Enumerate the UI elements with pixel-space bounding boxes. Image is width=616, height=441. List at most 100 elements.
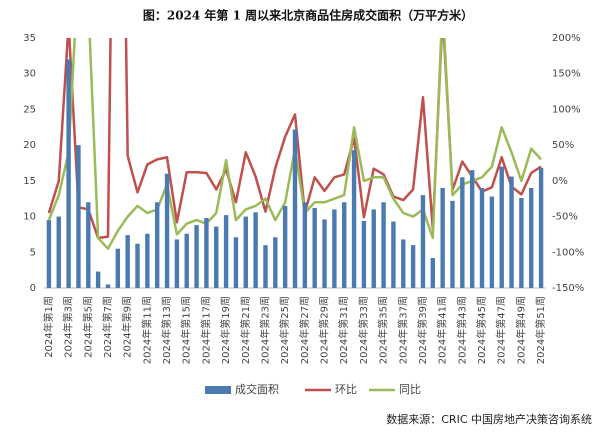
y-tick-label: 20 <box>23 140 36 151</box>
bar <box>223 215 229 288</box>
bar <box>46 220 52 288</box>
bar <box>263 245 268 288</box>
y2-tick-label: 50% <box>552 140 574 151</box>
bar <box>460 177 465 288</box>
bar <box>253 212 258 288</box>
bar <box>489 196 495 288</box>
bar <box>292 129 298 288</box>
bar <box>95 271 101 288</box>
bar <box>371 209 376 288</box>
bar <box>164 173 170 288</box>
bar <box>519 198 524 288</box>
y2-tick-label: 0% <box>552 176 568 187</box>
x-tick-label: 2024年第39周 <box>416 296 429 364</box>
y-tick-label: 35 <box>23 33 36 44</box>
x-tick-label: 2024年第1周 <box>42 296 55 358</box>
bar <box>361 220 367 288</box>
bar <box>401 239 406 288</box>
x-tick-label: 2024年第21周 <box>239 296 252 364</box>
y-tick-label: 0 <box>30 283 36 294</box>
x-tick-label: 2024年第3周 <box>62 296 75 358</box>
y-tick-label: 10 <box>23 212 36 223</box>
bar <box>174 239 180 288</box>
legend-label: 成交面积 <box>235 382 279 396</box>
legend-label: 同比 <box>399 383 421 396</box>
bar <box>184 233 189 288</box>
y-tick-label: 30 <box>23 69 36 80</box>
x-tick-label: 2024年第15周 <box>180 296 193 364</box>
y2-tick-label: -100% <box>552 247 584 258</box>
x-tick-label: 2024年第5周 <box>81 296 94 358</box>
bar <box>243 216 248 288</box>
y2-tick-label: 150% <box>552 69 581 80</box>
bar <box>499 166 504 288</box>
bar <box>105 284 111 288</box>
bar <box>76 145 81 288</box>
bar <box>420 195 426 288</box>
bar <box>115 248 121 288</box>
bar <box>282 205 288 288</box>
y-tick-label: 5 <box>30 247 36 258</box>
bar <box>204 218 209 288</box>
y-tick-label: 15 <box>23 176 36 187</box>
x-tick-label: 2024年第47周 <box>495 296 508 364</box>
x-tick-label: 2024年第43周 <box>455 296 468 364</box>
y2-tick-label: 100% <box>552 104 581 115</box>
legend-swatch <box>205 386 231 394</box>
chart-title: 图：2024 年第 1 周以来北京商品住房成交面积（万平方米） <box>143 8 473 23</box>
bar <box>469 170 475 288</box>
bar <box>440 188 445 288</box>
bar <box>351 150 357 288</box>
bar <box>56 216 61 288</box>
bar <box>233 237 239 288</box>
x-tick-label: 2024年第37周 <box>396 296 409 364</box>
bar <box>342 202 347 288</box>
bar <box>312 208 317 288</box>
bar <box>135 243 140 288</box>
x-tick-label: 2024年第29周 <box>318 296 331 364</box>
bar <box>302 202 308 288</box>
y2-tick-label: 200% <box>552 33 581 44</box>
x-tick-label: 2024年第31周 <box>337 296 350 364</box>
bar <box>332 209 337 288</box>
y2-tick-label: -150% <box>552 283 584 294</box>
bar <box>66 59 71 288</box>
x-tick-label: 2024年第17周 <box>199 296 212 364</box>
x-tick-label: 2024年第45周 <box>475 296 488 364</box>
x-tick-label: 2024年第13周 <box>160 296 173 364</box>
bar <box>410 245 416 288</box>
x-tick-label: 2024年第25周 <box>278 296 291 364</box>
bar <box>479 188 485 288</box>
bar <box>273 237 278 288</box>
bar <box>145 233 150 288</box>
bar <box>194 225 199 288</box>
bar <box>86 202 91 288</box>
bar <box>450 200 455 288</box>
bar <box>509 176 514 288</box>
x-tick-label: 2024年第35周 <box>377 296 390 364</box>
x-tick-label: 2024年第19周 <box>219 296 232 364</box>
bar <box>154 202 160 288</box>
bar <box>322 219 327 288</box>
y2-tick-label: -50% <box>552 212 578 223</box>
x-tick-label: 2024年第33周 <box>357 296 370 364</box>
x-tick-label: 2024年第49周 <box>514 296 527 364</box>
line <box>47 38 542 240</box>
bar <box>125 235 130 288</box>
bar <box>538 168 544 288</box>
bar <box>529 188 534 288</box>
x-tick-label: 2024年第11周 <box>140 296 153 364</box>
y-tick-label: 25 <box>23 104 36 115</box>
x-tick-label: 2024年第41周 <box>436 296 449 364</box>
x-tick-label: 2024年第9周 <box>121 296 134 358</box>
bar <box>430 258 436 288</box>
bar <box>381 202 386 288</box>
x-tick-label: 2024年第51周 <box>534 296 547 364</box>
legend-label: 环比 <box>335 383 357 396</box>
bar <box>391 221 396 288</box>
source-note: 数据来源：CRIC 中国房地产决策咨询系统 <box>386 412 592 426</box>
x-tick-label: 2024年第27周 <box>298 296 311 364</box>
x-tick-label: 2024年第7周 <box>101 296 114 358</box>
bar <box>214 226 219 288</box>
